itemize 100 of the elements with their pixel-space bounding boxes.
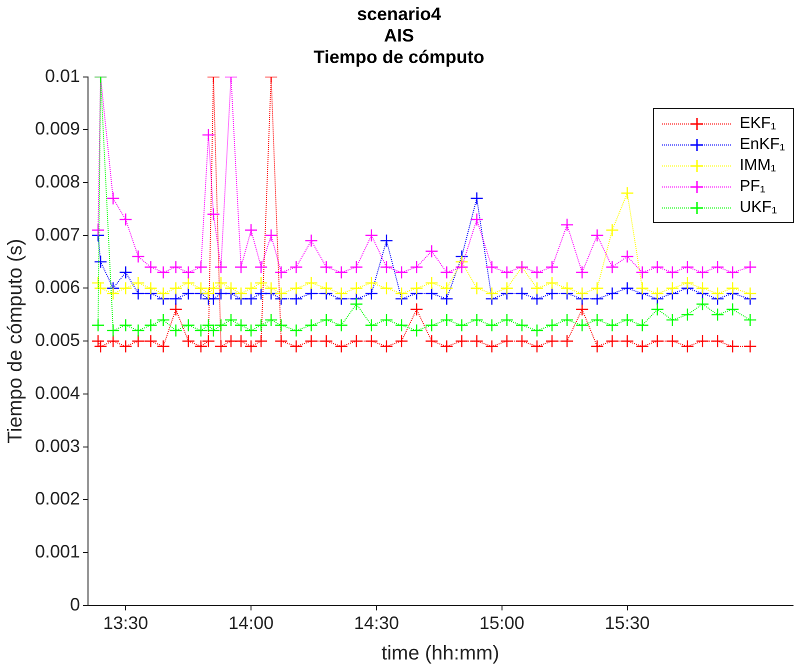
point	[94, 340, 108, 353]
y-axis-title: Tiempo de cómputo (s)	[4, 238, 27, 444]
point	[744, 340, 757, 353]
point	[500, 282, 514, 295]
point	[206, 282, 220, 295]
point	[290, 340, 303, 353]
point	[485, 286, 498, 300]
point	[234, 260, 248, 274]
point	[274, 318, 288, 332]
point	[680, 340, 694, 353]
point	[666, 334, 680, 348]
point	[530, 266, 544, 279]
point	[650, 302, 664, 316]
y-tick-label: 0.01	[44, 66, 80, 86]
point	[106, 324, 120, 338]
point	[182, 276, 195, 290]
point	[560, 334, 574, 348]
point	[410, 324, 424, 338]
point	[666, 266, 680, 279]
point	[606, 334, 619, 348]
point	[650, 260, 664, 274]
point	[244, 292, 258, 306]
point	[696, 266, 710, 279]
point	[194, 260, 208, 274]
point	[606, 318, 619, 332]
point	[350, 260, 364, 274]
point	[636, 266, 649, 279]
point	[91, 334, 105, 348]
point	[224, 334, 238, 348]
point	[214, 340, 228, 353]
point	[132, 334, 145, 348]
x-tick-label: 13:30	[103, 613, 148, 634]
point	[530, 324, 544, 338]
point	[425, 318, 438, 332]
point	[106, 192, 120, 205]
point	[320, 260, 333, 274]
point	[156, 286, 170, 300]
point	[132, 286, 145, 300]
point	[710, 286, 724, 300]
point	[119, 318, 132, 332]
point	[144, 318, 158, 332]
point	[106, 334, 120, 348]
point	[94, 282, 108, 295]
point	[440, 292, 454, 306]
point	[274, 334, 288, 348]
point	[470, 282, 484, 295]
point	[194, 340, 208, 353]
point	[576, 302, 589, 316]
point	[455, 318, 468, 332]
y-tick-label: 0.006	[34, 277, 80, 298]
point	[169, 292, 182, 306]
point	[485, 260, 498, 274]
point	[636, 318, 649, 332]
x-axis-title: time (hh:mm)	[382, 642, 500, 665]
point	[590, 228, 604, 242]
point	[680, 308, 694, 322]
point	[182, 266, 195, 279]
point	[169, 302, 182, 316]
point	[726, 266, 740, 279]
point	[394, 318, 408, 332]
point	[620, 186, 634, 200]
y-tick-label: 0.008	[34, 171, 80, 192]
point	[264, 282, 278, 295]
point	[696, 282, 710, 295]
point	[485, 318, 498, 332]
point	[169, 260, 182, 274]
point	[244, 223, 258, 237]
legend-label: EnKF₁	[740, 136, 785, 154]
point	[224, 313, 238, 327]
point	[364, 276, 378, 290]
point	[350, 298, 364, 311]
y-tick-label: 0.004	[34, 382, 80, 403]
point	[485, 340, 498, 353]
point	[182, 334, 195, 348]
y-tick-label: 0.003	[34, 436, 80, 456]
point	[304, 234, 318, 248]
point	[545, 260, 559, 274]
point	[500, 266, 514, 279]
point	[470, 313, 484, 327]
point	[169, 324, 182, 338]
point	[590, 282, 604, 295]
point	[144, 334, 158, 348]
point	[290, 260, 303, 274]
point	[132, 276, 145, 290]
point	[394, 266, 408, 279]
y-tick-label: 0.001	[34, 542, 80, 562]
point	[500, 313, 514, 327]
point	[214, 276, 228, 290]
point	[91, 223, 105, 237]
point	[636, 282, 649, 295]
point	[455, 334, 468, 348]
point	[254, 260, 268, 274]
point	[224, 282, 238, 295]
point	[254, 334, 268, 348]
point	[119, 266, 132, 279]
point	[710, 260, 724, 274]
point	[666, 313, 680, 327]
legend-label: EKF₁	[740, 114, 776, 132]
point	[364, 228, 378, 242]
point	[119, 282, 132, 295]
